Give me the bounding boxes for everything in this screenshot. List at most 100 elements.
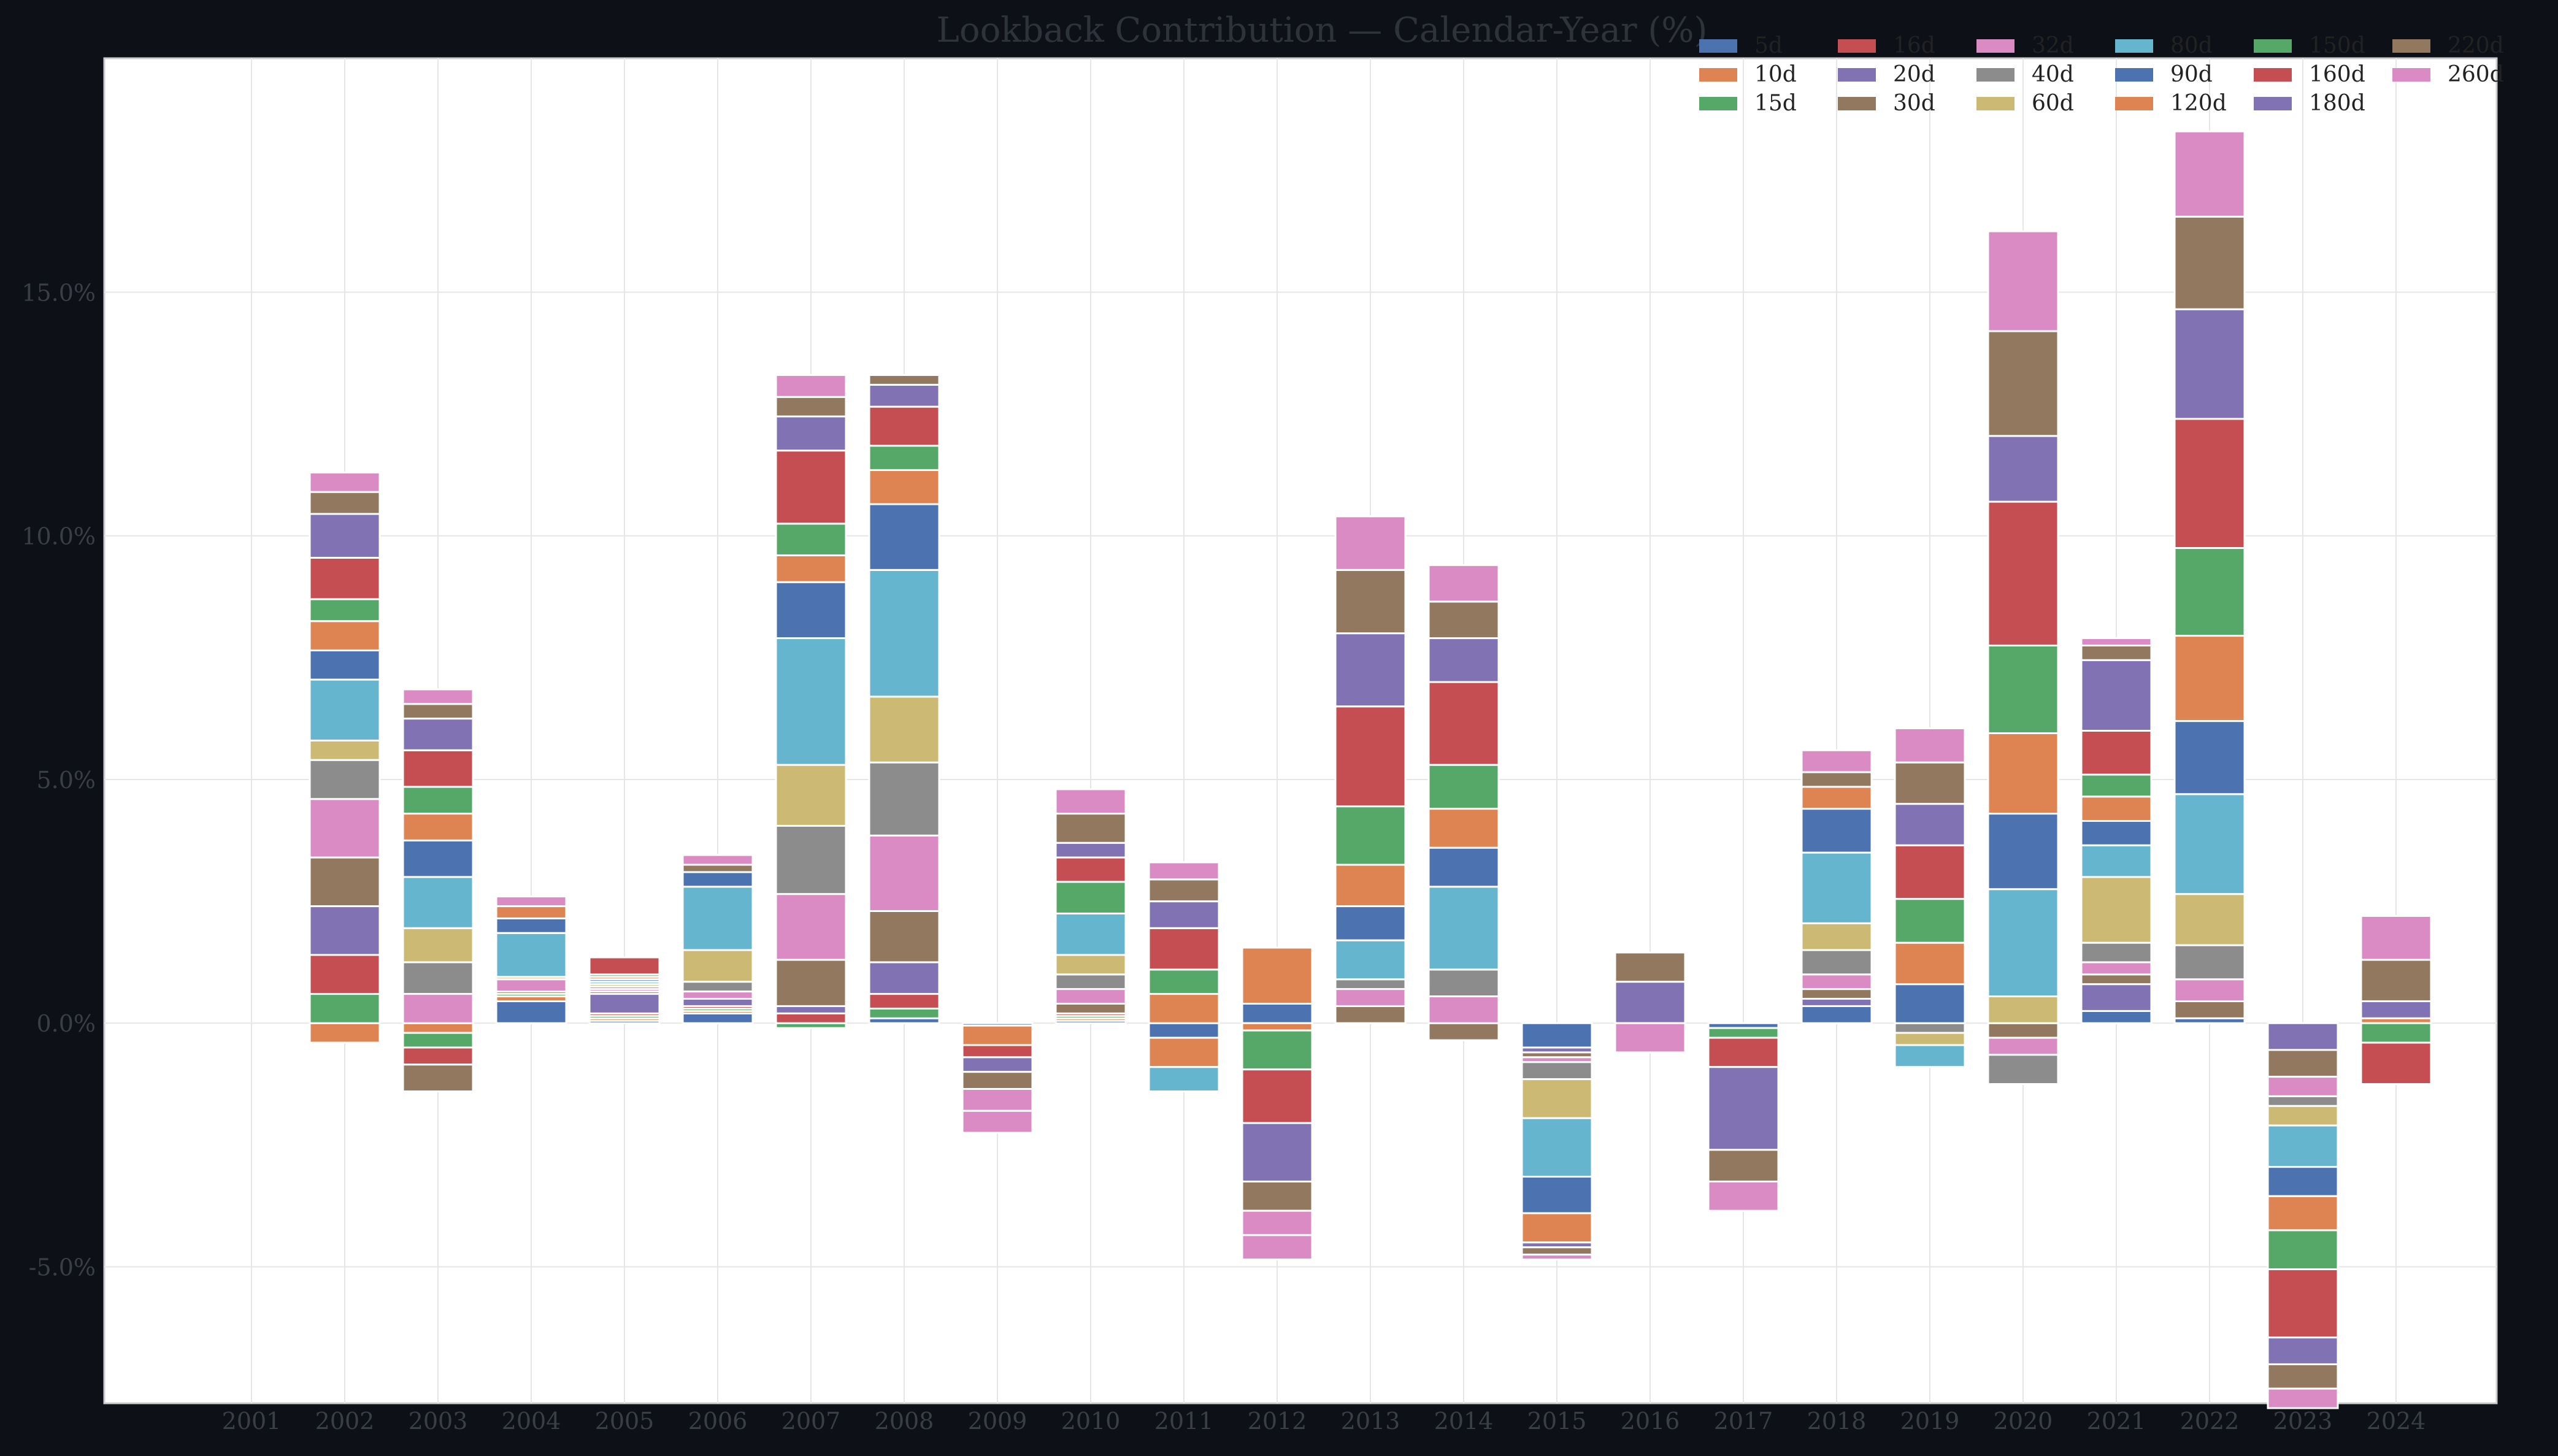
legend-label: 16d xyxy=(1893,33,1935,58)
bar-segment xyxy=(1614,1022,1686,1054)
bar-segment xyxy=(1521,1117,1593,1178)
bar-segment xyxy=(2267,1076,2339,1097)
legend-swatch xyxy=(1838,68,1876,82)
x-tick-label: 2019 xyxy=(1900,1408,1960,1435)
bar-segment xyxy=(1054,912,1127,956)
bar-segment xyxy=(775,893,847,961)
bar-segment xyxy=(775,523,847,556)
x-tick-label: 2010 xyxy=(1061,1408,1121,1435)
bar-segment xyxy=(402,1063,474,1092)
bar-segment xyxy=(309,649,381,681)
bar-segment xyxy=(775,1005,847,1014)
bar-segment xyxy=(309,513,381,559)
bar-segment xyxy=(1521,1061,1593,1081)
legend-label: 180d xyxy=(2309,91,2365,116)
x-tick-label: 2006 xyxy=(688,1408,748,1435)
bar-segment xyxy=(1987,330,2059,437)
legend-swatch xyxy=(2115,39,2153,53)
bar-segment xyxy=(1987,813,2059,891)
bar-segment xyxy=(402,1046,474,1066)
legend-swatch xyxy=(1699,97,1737,110)
bar-segment xyxy=(961,1109,1034,1134)
bar-segment xyxy=(402,718,474,751)
bar-segment xyxy=(775,959,847,1007)
bar-segment xyxy=(775,554,847,583)
bar-segment xyxy=(1334,632,1407,708)
legend-label: 160d xyxy=(2309,62,2365,87)
bar-segment xyxy=(309,491,381,515)
bar-segment xyxy=(588,993,661,1014)
x-tick-label: 2014 xyxy=(1434,1408,1494,1435)
x-tick-label: 2001 xyxy=(222,1408,282,1435)
x-tick-label: 2022 xyxy=(2180,1408,2240,1435)
bar-segment xyxy=(1521,1078,1593,1119)
legend-swatch xyxy=(1976,68,2015,82)
bar-segment xyxy=(1800,988,1873,1000)
x-tick-label: 2011 xyxy=(1154,1408,1214,1435)
bar-segment xyxy=(402,876,474,929)
bar-segment xyxy=(682,990,754,1000)
bar-segment xyxy=(868,469,940,505)
legend-swatch xyxy=(2392,68,2430,82)
x-tick-label: 2015 xyxy=(1527,1408,1587,1435)
bar-segment xyxy=(402,703,474,720)
bar-segment xyxy=(1334,805,1407,866)
bar-segment xyxy=(2267,1195,2339,1232)
bar-segment xyxy=(2267,1166,2339,1197)
y-tick-label: -5.0% xyxy=(29,1254,96,1281)
bar-segment xyxy=(1427,846,1500,888)
bar-segment xyxy=(1241,1002,1313,1024)
bar-segment xyxy=(1800,786,1873,810)
bar-segment xyxy=(1427,995,1500,1024)
bar-segment xyxy=(1241,1022,1313,1032)
bar-segment xyxy=(2173,720,2246,795)
bar-segment xyxy=(2267,1095,2339,1107)
bar-segment xyxy=(1054,881,1127,914)
legend-swatch xyxy=(2254,97,2292,110)
bar-segment xyxy=(682,864,754,873)
bar-segment xyxy=(2173,1000,2246,1019)
x-tick-label: 2018 xyxy=(1807,1408,1867,1435)
bar-segment xyxy=(868,445,940,471)
bar-segment xyxy=(1334,515,1407,571)
bar-segment xyxy=(402,927,474,964)
bar-segment xyxy=(402,688,474,705)
bar-segment xyxy=(775,396,847,418)
legend-label: 32d xyxy=(2032,33,2074,58)
bar-segment xyxy=(868,569,940,698)
bar-segment xyxy=(682,871,754,888)
bar-segment xyxy=(1894,1022,1966,1034)
bar-segment xyxy=(1800,808,1873,854)
bar-segment xyxy=(1614,951,1686,983)
bar-segment xyxy=(309,678,381,741)
bar-segment xyxy=(775,1012,847,1024)
x-tick-label: 2002 xyxy=(315,1408,375,1435)
bar-segment xyxy=(1521,1212,1593,1244)
chart-title: Lookback Contribution — Calendar-Year (%… xyxy=(937,10,1708,50)
x-tick-label: 2003 xyxy=(409,1408,468,1435)
legend-label: 5d xyxy=(1754,33,1783,58)
bar-segment xyxy=(1707,1036,1780,1068)
legend-label: 120d xyxy=(2170,91,2227,116)
bar-segment xyxy=(1894,1032,1966,1046)
bar-segment xyxy=(682,886,754,951)
bar-segment xyxy=(1894,761,1966,805)
bar-segment xyxy=(402,749,474,788)
bar-segment xyxy=(309,471,381,493)
legend: 5d 10d 15d 16d 20d 30d 32d 40d 60d 80d 90d 120d 150d… xyxy=(1699,33,2504,116)
bar-segment xyxy=(2267,1268,2339,1339)
bar-segment xyxy=(682,998,754,1007)
x-tick-label: 2013 xyxy=(1341,1408,1400,1435)
bar-segment xyxy=(1334,939,1407,981)
bar-segment xyxy=(2360,959,2432,1002)
bar-segment xyxy=(402,1032,474,1049)
bar-segment xyxy=(2080,1010,2153,1024)
bar-segment xyxy=(961,1088,1034,1112)
bar-segment xyxy=(1334,864,1407,908)
bar-segment xyxy=(868,910,940,964)
x-tick-label: 2016 xyxy=(1621,1408,1680,1435)
legend-label: 80d xyxy=(2170,33,2213,58)
legend-label: 260d xyxy=(2448,62,2504,87)
